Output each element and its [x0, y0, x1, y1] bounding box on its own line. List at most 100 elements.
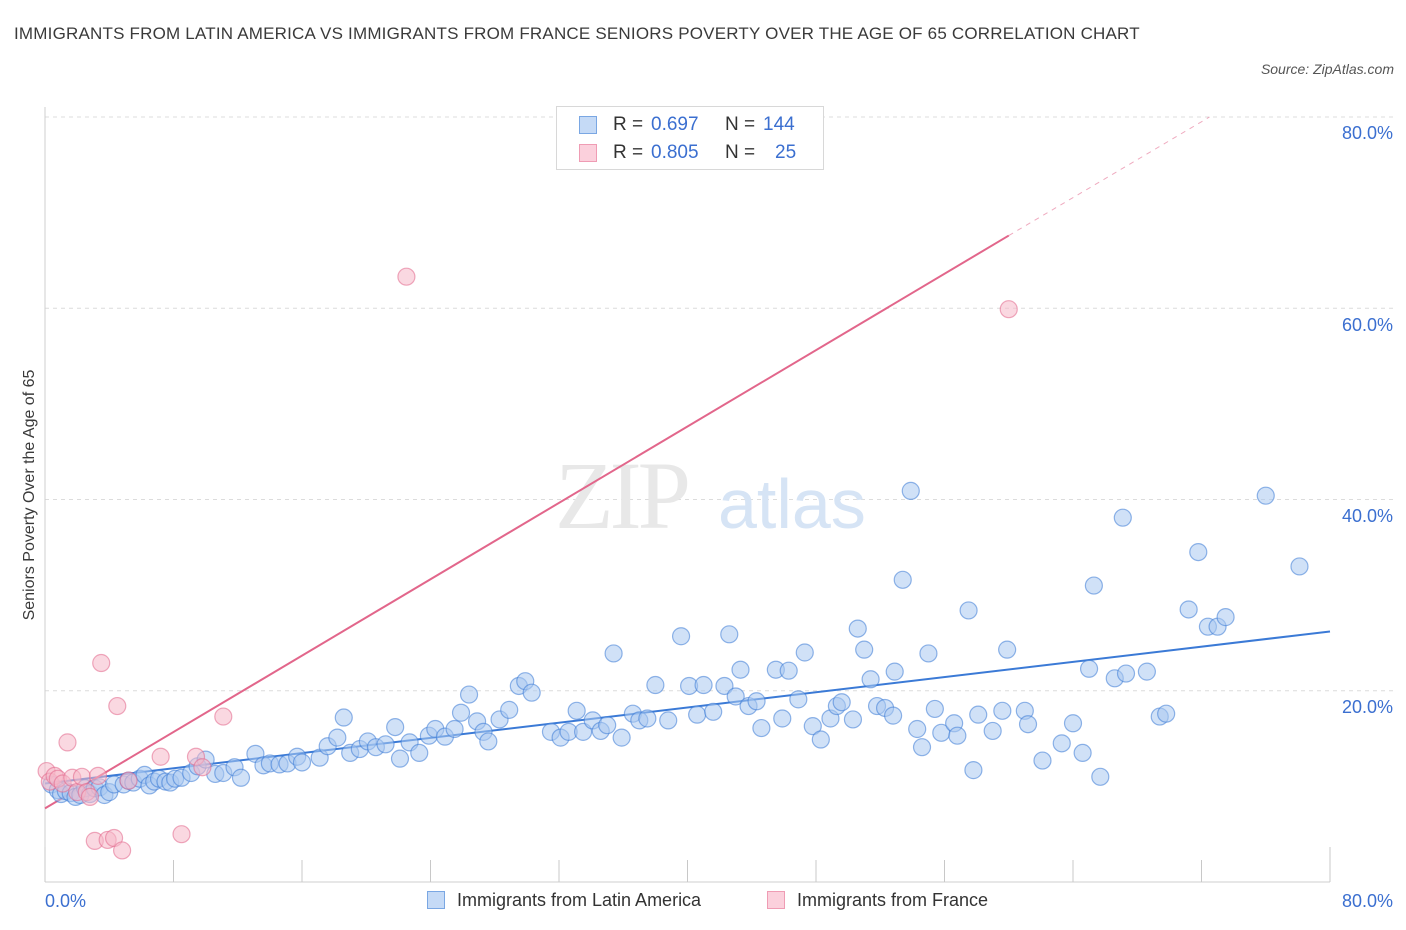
n-label: N =	[725, 142, 756, 163]
trend-lines	[44, 116, 1331, 810]
legend-swatch-latin-america	[579, 116, 597, 134]
data-point	[752, 718, 771, 738]
data-point	[1033, 751, 1052, 770]
data-point	[328, 728, 347, 747]
legend-item-france[interactable]: Immigrants from France	[767, 890, 988, 911]
data-point	[410, 743, 429, 763]
data-point	[151, 747, 170, 766]
data-point	[1052, 734, 1071, 753]
data-point	[969, 705, 988, 724]
data-point	[883, 706, 903, 725]
data-point	[919, 644, 938, 663]
data-point	[1256, 486, 1275, 505]
source-label: Source: ZipAtlas.com	[1260, 61, 1394, 77]
r-value: 0.697	[651, 114, 699, 135]
data-point	[901, 481, 920, 500]
n-label: N =	[725, 114, 756, 135]
data-point	[694, 675, 713, 695]
data-point	[789, 690, 808, 709]
data-point	[885, 662, 904, 681]
data-point	[231, 768, 251, 787]
series-latin-america-points	[42, 481, 1309, 806]
data-point	[80, 787, 100, 806]
data-point	[1157, 704, 1176, 723]
data-point	[214, 707, 233, 726]
data-point	[112, 841, 132, 860]
data-point	[451, 703, 471, 722]
watermark-atlas: atlas	[718, 465, 866, 543]
data-point	[108, 696, 127, 716]
legend-item-latin-america[interactable]: Immigrants from Latin America	[427, 890, 701, 911]
legend-label-france: Immigrants from France	[797, 890, 989, 910]
data-point	[964, 761, 983, 780]
data-point	[390, 749, 410, 768]
data-point	[292, 753, 312, 772]
x-tick-label-max: 80.0%	[1341, 891, 1393, 911]
data-point	[397, 267, 416, 286]
data-point	[1079, 659, 1099, 678]
data-point	[811, 730, 830, 749]
data-point	[998, 640, 1017, 659]
data-point	[773, 709, 792, 728]
trend-line-extension-1	[1008, 116, 1210, 237]
data-point	[704, 702, 723, 721]
data-point	[567, 701, 586, 720]
data-point	[193, 758, 212, 777]
data-point	[479, 732, 498, 751]
watermark-zip: ZIP	[555, 442, 688, 549]
x-tick-label-min: 0.0%	[45, 891, 87, 911]
data-point	[1113, 508, 1132, 527]
chart-title: IMMIGRANTS FROM LATIN AMERICA VS IMMIGRA…	[14, 24, 1140, 43]
data-point	[1063, 714, 1083, 733]
data-point	[172, 825, 191, 844]
data-point	[803, 717, 822, 736]
y-tick-label-80: 80.0%	[1341, 123, 1393, 143]
data-point	[959, 601, 978, 620]
data-point	[1091, 767, 1110, 786]
legend-swatch-latin-america	[427, 891, 445, 909]
y-tick-label-60: 60.0%	[1341, 315, 1393, 335]
r-label: R =	[613, 114, 644, 135]
data-point	[1084, 576, 1103, 595]
data-point	[908, 719, 927, 739]
data-point	[832, 693, 851, 712]
data-point	[747, 692, 766, 711]
stats-legend: R = 0.697 N = 144 R = 0.805 N = 25	[556, 106, 824, 170]
data-point	[1073, 743, 1092, 763]
data-point	[861, 670, 880, 689]
data-point	[646, 675, 665, 695]
data-point	[72, 767, 92, 786]
data-point	[948, 726, 967, 745]
n-value: 25	[775, 142, 797, 163]
data-point	[58, 733, 77, 752]
data-point	[993, 701, 1012, 720]
data-point	[1116, 664, 1136, 683]
y-tick-label-20: 20.0%	[1341, 697, 1393, 717]
data-point	[999, 300, 1018, 319]
data-point	[912, 738, 932, 757]
data-point	[848, 619, 867, 638]
y-tick-label-40: 40.0%	[1341, 506, 1393, 526]
data-point	[612, 728, 631, 747]
data-point	[925, 699, 944, 719]
series-france-points	[37, 267, 1018, 860]
data-point	[598, 716, 617, 735]
data-point	[855, 640, 874, 659]
data-point	[522, 683, 541, 702]
data-point	[731, 660, 750, 679]
data-point	[715, 676, 734, 696]
data-point	[119, 771, 138, 790]
data-point	[671, 627, 691, 646]
watermark: ZIP atlas	[555, 442, 866, 549]
data-point	[720, 625, 739, 644]
data-point	[386, 717, 405, 737]
data-point	[726, 687, 745, 706]
data-point	[604, 644, 623, 663]
data-point	[659, 711, 678, 730]
data-point	[983, 721, 1002, 741]
data-point	[688, 705, 707, 724]
data-point	[334, 708, 353, 727]
data-point	[1137, 662, 1156, 681]
data-point	[1189, 542, 1208, 562]
data-point	[92, 653, 111, 673]
